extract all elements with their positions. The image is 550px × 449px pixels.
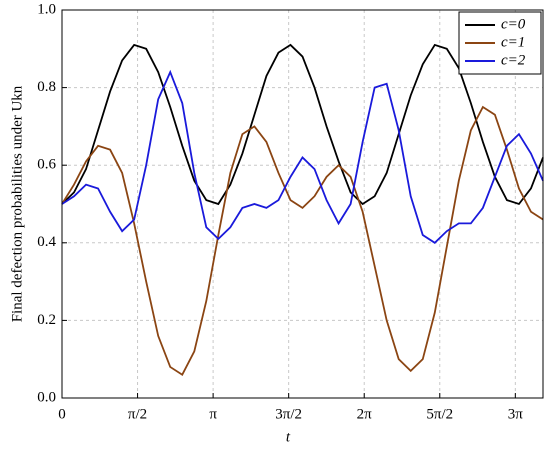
x-tick-label: 0 bbox=[58, 406, 66, 422]
x-tick-label: 3π/2 bbox=[275, 406, 302, 422]
x-tick-label: π/2 bbox=[128, 406, 147, 422]
y-tick-label: 0.0 bbox=[37, 389, 56, 405]
y-tick-label: 0.8 bbox=[37, 79, 56, 95]
y-tick-label: 0.4 bbox=[37, 234, 56, 250]
x-tick-label: 3π bbox=[508, 406, 524, 422]
y-axis-label: Final defection probabilities under Ukn bbox=[9, 85, 25, 322]
y-tick-label: 0.6 bbox=[37, 157, 56, 173]
x-tick-label: π bbox=[209, 406, 217, 422]
y-tick-label: 0.2 bbox=[37, 312, 56, 328]
line-series bbox=[61, 43, 544, 206]
x-axis-label: t bbox=[286, 429, 291, 445]
x-tick-label: 5π/2 bbox=[426, 406, 453, 422]
legend-label: c=0 bbox=[501, 16, 526, 32]
plot-frame bbox=[61, 9, 544, 399]
legend-label: c=2 bbox=[501, 52, 526, 68]
x-tick-label: 2π bbox=[357, 406, 373, 422]
line-series bbox=[61, 105, 544, 377]
y-tick-label: 1.0 bbox=[37, 1, 56, 17]
legend-label: c=1 bbox=[501, 34, 525, 50]
line-series bbox=[61, 69, 544, 244]
